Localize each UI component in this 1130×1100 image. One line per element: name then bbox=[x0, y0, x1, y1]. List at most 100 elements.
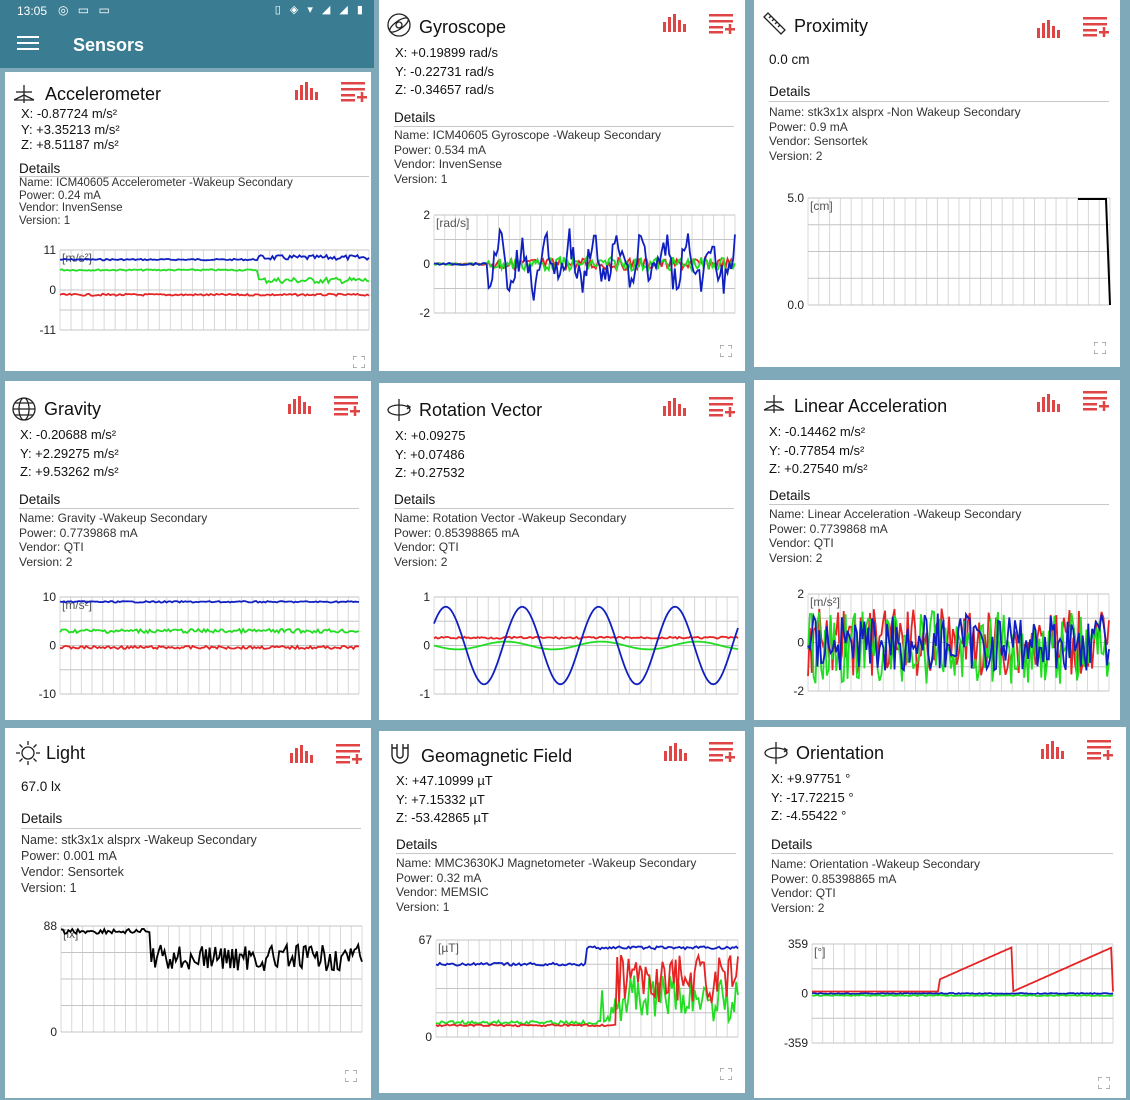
sensor-name: Name: Rotation Vector -Wakeup Secondary bbox=[394, 511, 627, 525]
y-tick-label: 359 bbox=[788, 937, 808, 951]
reading-value: 67.0 lx bbox=[21, 779, 61, 794]
add-to-list-icon[interactable] bbox=[709, 742, 735, 767]
reading-x: X: +0.09275 bbox=[395, 428, 466, 443]
sensor-trace bbox=[807, 611, 1110, 673]
sensor-trace bbox=[433, 640, 739, 651]
add-to-list-icon[interactable] bbox=[334, 396, 360, 421]
bar-chart-icon[interactable] bbox=[290, 744, 316, 769]
add-to-list-icon[interactable] bbox=[341, 82, 367, 107]
sensor-trace bbox=[59, 292, 370, 297]
sensor-power: Power: 0.7739868 mA bbox=[769, 521, 888, 536]
orientation-icon bbox=[763, 740, 789, 771]
sensor-vendor: Vendor: QTI bbox=[771, 886, 836, 900]
divider bbox=[396, 853, 736, 854]
details-heading: Details bbox=[769, 84, 811, 99]
reading-y: Y: -0.77854 m/s² bbox=[769, 442, 865, 458]
details-heading: Details bbox=[19, 492, 61, 507]
reading-x: X: -0.20688 m/s² bbox=[20, 427, 117, 442]
sensor-power: Power: 0.24 mA bbox=[19, 189, 101, 202]
bar-chart-icon[interactable] bbox=[664, 742, 690, 767]
bar-chart-icon[interactable] bbox=[1037, 394, 1063, 417]
sensor-power: Power: 0.9 mA bbox=[769, 119, 848, 134]
add-to-list-icon[interactable] bbox=[1083, 391, 1109, 416]
sensor-version: Version: 1 bbox=[394, 171, 448, 186]
sensor-name: Name: Gravity -Wakeup Secondary bbox=[19, 511, 208, 525]
sensor-version: Version: 2 bbox=[771, 900, 825, 915]
expand-icon[interactable] bbox=[1093, 341, 1107, 355]
y-tick-label: -10 bbox=[39, 687, 57, 701]
details-heading: Details bbox=[769, 488, 811, 503]
reading-z: Z: -0.34657 rad/s bbox=[395, 82, 494, 97]
sensor-vendor: Vendor: InvenSense bbox=[394, 157, 503, 171]
divider bbox=[771, 853, 1113, 854]
notification-icons: ◎ ▭ ▭ bbox=[58, 3, 113, 17]
sensor-readings: X: -0.87724 m/s² Y: +3.35213 m/s² Z: +8.… bbox=[21, 106, 120, 153]
details-heading: Details bbox=[771, 837, 813, 852]
bar-chart-icon[interactable] bbox=[663, 398, 689, 421]
y-tick-label: 10 bbox=[43, 590, 57, 604]
y-tick-label: -11 bbox=[40, 323, 57, 336]
app-title: Sensors bbox=[73, 35, 145, 55]
sensor-trace bbox=[59, 644, 360, 651]
add-to-list-icon[interactable] bbox=[709, 14, 735, 39]
sensor-name: Name: stk3x1x alsprx -Non Wakeup Seconda… bbox=[769, 105, 1021, 119]
unit-label: [m/s²] bbox=[62, 251, 92, 265]
gyroscope-icon bbox=[386, 12, 412, 43]
expand-icon[interactable] bbox=[344, 1069, 358, 1083]
light-icon bbox=[15, 740, 41, 771]
sensor-readings: X: +9.97751 ° Y: -17.72215 ° Z: -4.55422… bbox=[771, 770, 854, 826]
expand-icon[interactable] bbox=[352, 355, 366, 369]
add-to-list-icon[interactable] bbox=[1087, 740, 1113, 765]
add-to-list-icon[interactable] bbox=[1083, 17, 1109, 42]
bar-chart-icon[interactable] bbox=[295, 82, 321, 105]
add-to-list-icon[interactable] bbox=[709, 397, 735, 422]
add-to-list-icon[interactable] bbox=[336, 743, 362, 770]
sensor-info: Name: Linear Acceleration -Wakeup Second… bbox=[769, 507, 1021, 565]
bar-chart-icon[interactable] bbox=[1041, 740, 1067, 765]
sensor-vendor: Vendor: QTI bbox=[394, 540, 459, 554]
unit-label: [m/s²] bbox=[810, 595, 840, 609]
sensor-version: Version: 1 bbox=[21, 881, 77, 895]
accelerometer-card bbox=[5, 72, 371, 371]
sensor-trace bbox=[434, 227, 736, 301]
sensor-info: Name: stk3x1x alsprx -Non Wakeup Seconda… bbox=[769, 105, 1021, 163]
y-tick-label: 0 bbox=[49, 283, 56, 297]
sensor-info: Name: ICM40605 Accelerometer -Wakeup Sec… bbox=[19, 177, 293, 227]
reading-z: Z: -53.42865 µT bbox=[396, 810, 489, 825]
reading-x: X: +47.10999 µT bbox=[396, 773, 493, 788]
details-heading: Details bbox=[21, 811, 63, 826]
linear-acceleration-icon bbox=[761, 393, 787, 420]
sensor-readings: 67.0 lx bbox=[21, 778, 61, 797]
bar-chart-icon[interactable] bbox=[1037, 20, 1063, 43]
sensor-readings: 0.0 cm bbox=[769, 51, 810, 70]
sensor-version: Version: 2 bbox=[394, 554, 448, 569]
bar-chart-icon[interactable] bbox=[663, 14, 689, 37]
y-tick-label: 2 bbox=[797, 587, 804, 601]
sensor-info: Name: stk3x1x alsprx -Wakeup Secondary P… bbox=[21, 832, 257, 896]
unit-label: [µT] bbox=[438, 941, 459, 955]
system-status-icons: ▯ ◈ ▾ ◢ ◢ ▮ bbox=[274, 4, 366, 16]
reading-x: X: +0.19899 rad/s bbox=[395, 45, 498, 60]
reading-y: Y: -17.72215 ° bbox=[771, 789, 854, 805]
sensor-readings: X: +47.10999 µT Y: +7.15332 µT Z: -53.42… bbox=[396, 772, 493, 828]
sensor-power: Power: 0.534 mA bbox=[394, 142, 487, 157]
unit-label: [rad/s] bbox=[436, 216, 469, 230]
y-tick-label: 0 bbox=[425, 1030, 432, 1044]
sensor-name: Name: stk3x1x alsprx -Wakeup Secondary bbox=[21, 833, 257, 847]
gyroscope-card bbox=[379, 0, 745, 371]
sensor-name: Name: Orientation -Wakeup Secondary bbox=[771, 857, 980, 871]
unit-label: [lx] bbox=[63, 927, 78, 941]
reading-z: Z: +0.27532 bbox=[395, 465, 465, 480]
divider bbox=[394, 126, 734, 127]
expand-icon[interactable] bbox=[1097, 1076, 1111, 1090]
card-title: Gyroscope bbox=[419, 17, 507, 37]
y-tick-label: -2 bbox=[793, 684, 804, 698]
expand-icon[interactable] bbox=[719, 344, 733, 358]
y-tick-label: -1 bbox=[419, 687, 430, 701]
y-tick-label: 0 bbox=[50, 1025, 57, 1039]
sensor-info: Name: MMC3630KJ Magnetometer -Wakeup Sec… bbox=[396, 856, 696, 914]
card-title: Geomagnetic Field bbox=[421, 746, 573, 766]
menu-icon[interactable] bbox=[17, 32, 39, 54]
bar-chart-icon[interactable] bbox=[288, 396, 314, 419]
expand-icon[interactable] bbox=[719, 1067, 733, 1081]
